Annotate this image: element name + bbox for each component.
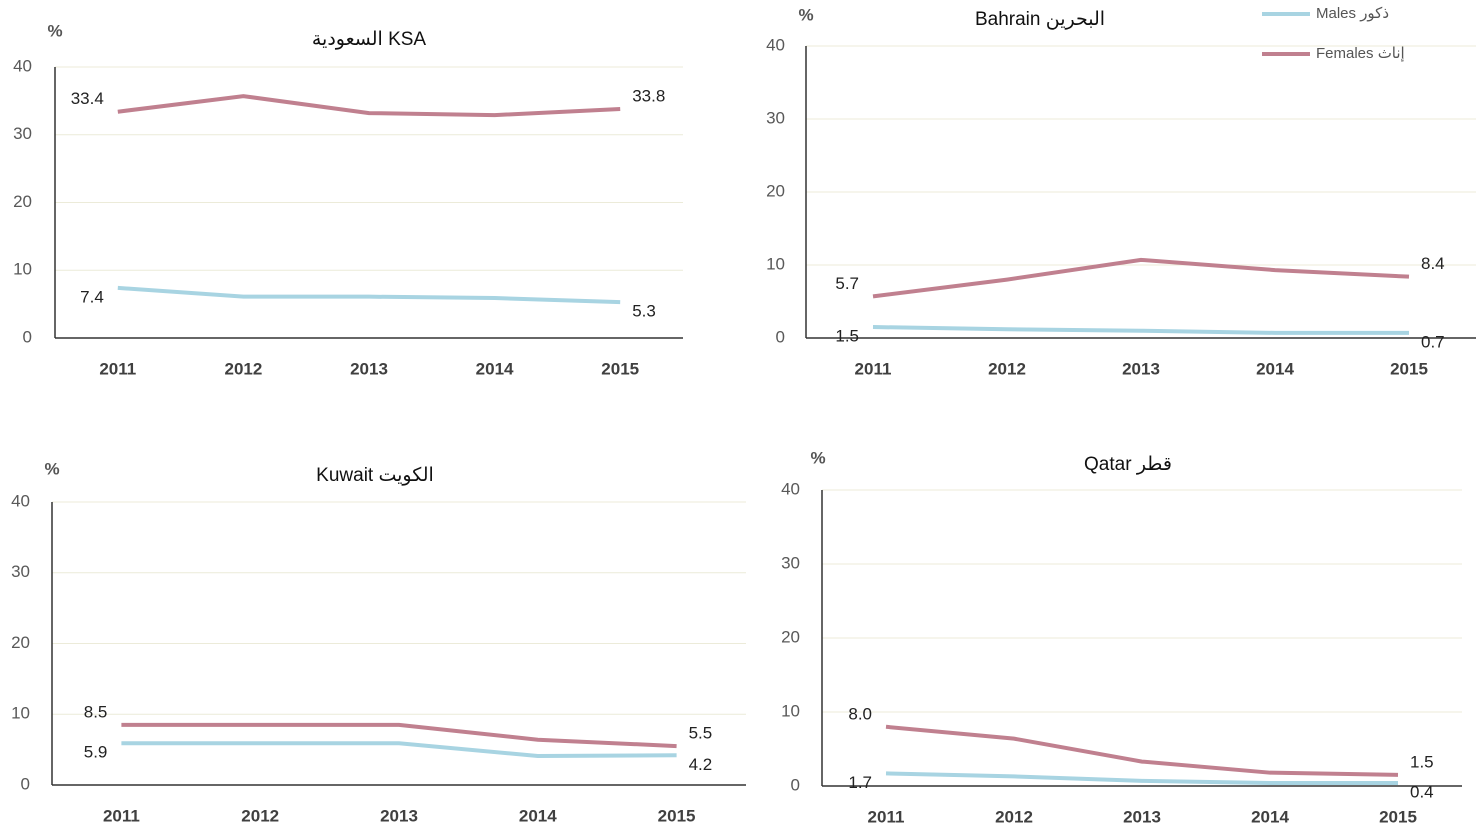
y-axis-label: %	[44, 459, 59, 478]
chart-title: Qatar قطر	[1084, 454, 1172, 475]
data-label: 1.5	[835, 327, 859, 346]
data-line	[121, 722, 677, 749]
y-tick-label: 0	[23, 327, 32, 346]
y-tick-label: 20	[11, 633, 30, 652]
x-tick-label: 2015	[1379, 807, 1417, 826]
data-label: 5.3	[632, 302, 656, 321]
x-tick-label: 2015	[658, 806, 696, 825]
data-label: 33.8	[632, 86, 665, 105]
y-axis-label: %	[47, 21, 62, 40]
y-tick-label: 0	[21, 774, 30, 793]
chart-title: Kuwait الكويت	[316, 465, 434, 486]
x-tick-label: 2011	[868, 807, 905, 826]
x-tick-label: 2013	[1123, 807, 1161, 826]
x-tick-label: 2011	[855, 359, 892, 378]
y-tick-label: 20	[781, 627, 800, 646]
x-tick-label: 2011	[99, 359, 136, 378]
data-label: 8.4	[1421, 254, 1445, 273]
y-axis-label: %	[810, 448, 825, 467]
x-tick-label: 2012	[224, 359, 262, 378]
legend-label: Males ذكور	[1316, 5, 1389, 22]
chart-title: Bahrain البحرين	[975, 9, 1105, 30]
y-tick-label: 40	[13, 56, 32, 75]
data-line	[117, 94, 621, 118]
chart-title: السعودية KSA	[312, 29, 427, 50]
x-tick-label: 2015	[1390, 359, 1428, 378]
x-tick-label: 2014	[476, 359, 514, 378]
y-tick-label: 30	[781, 553, 800, 572]
y-tick-label: 40	[766, 35, 785, 54]
y-tick-label: 20	[766, 181, 785, 200]
data-label: 1.7	[848, 773, 872, 792]
data-line	[885, 724, 1399, 777]
x-tick-label: 2013	[1122, 359, 1160, 378]
data-line	[885, 771, 1398, 786]
x-tick-label: 2013	[380, 806, 418, 825]
data-line	[121, 741, 677, 758]
data-label: 5.7	[835, 274, 859, 293]
x-tick-label: 2012	[988, 359, 1026, 378]
y-tick-label: 0	[776, 327, 785, 346]
x-tick-label: 2012	[995, 807, 1033, 826]
data-label: 8.0	[848, 704, 872, 723]
data-line	[872, 325, 1409, 335]
data-label: 0.4	[1410, 783, 1434, 802]
data-label: 7.4	[80, 287, 104, 306]
y-tick-label: 30	[11, 562, 30, 581]
y-tick-label: 20	[13, 192, 32, 211]
data-label: 33.4	[71, 89, 104, 108]
data-label: 0.7	[1421, 332, 1445, 351]
x-tick-label: 2014	[1251, 807, 1289, 826]
y-tick-label: 10	[781, 701, 800, 720]
y-tick-label: 10	[13, 260, 32, 279]
data-label: 5.5	[689, 724, 713, 743]
x-tick-label: 2014	[519, 806, 557, 825]
data-line	[872, 257, 1410, 299]
y-tick-label: 40	[11, 491, 30, 510]
y-tick-label: 0	[791, 775, 800, 794]
legend-label: Females إناث	[1316, 45, 1405, 62]
data-label: 4.2	[689, 755, 713, 774]
y-tick-label: 30	[766, 108, 785, 127]
x-tick-label: 2015	[601, 359, 639, 378]
x-tick-label: 2013	[350, 359, 388, 378]
x-tick-label: 2011	[103, 806, 140, 825]
data-label: 1.5	[1410, 752, 1434, 771]
x-tick-label: 2012	[241, 806, 279, 825]
data-label: 5.9	[84, 743, 108, 762]
data-line	[117, 285, 621, 305]
y-tick-label: 10	[11, 704, 30, 723]
y-tick-label: 30	[13, 124, 32, 143]
x-tick-label: 2014	[1256, 359, 1294, 378]
data-label: 8.5	[84, 702, 108, 721]
y-tick-label: 40	[781, 479, 800, 498]
y-tick-label: 10	[766, 254, 785, 273]
y-axis-label: %	[798, 5, 813, 24]
